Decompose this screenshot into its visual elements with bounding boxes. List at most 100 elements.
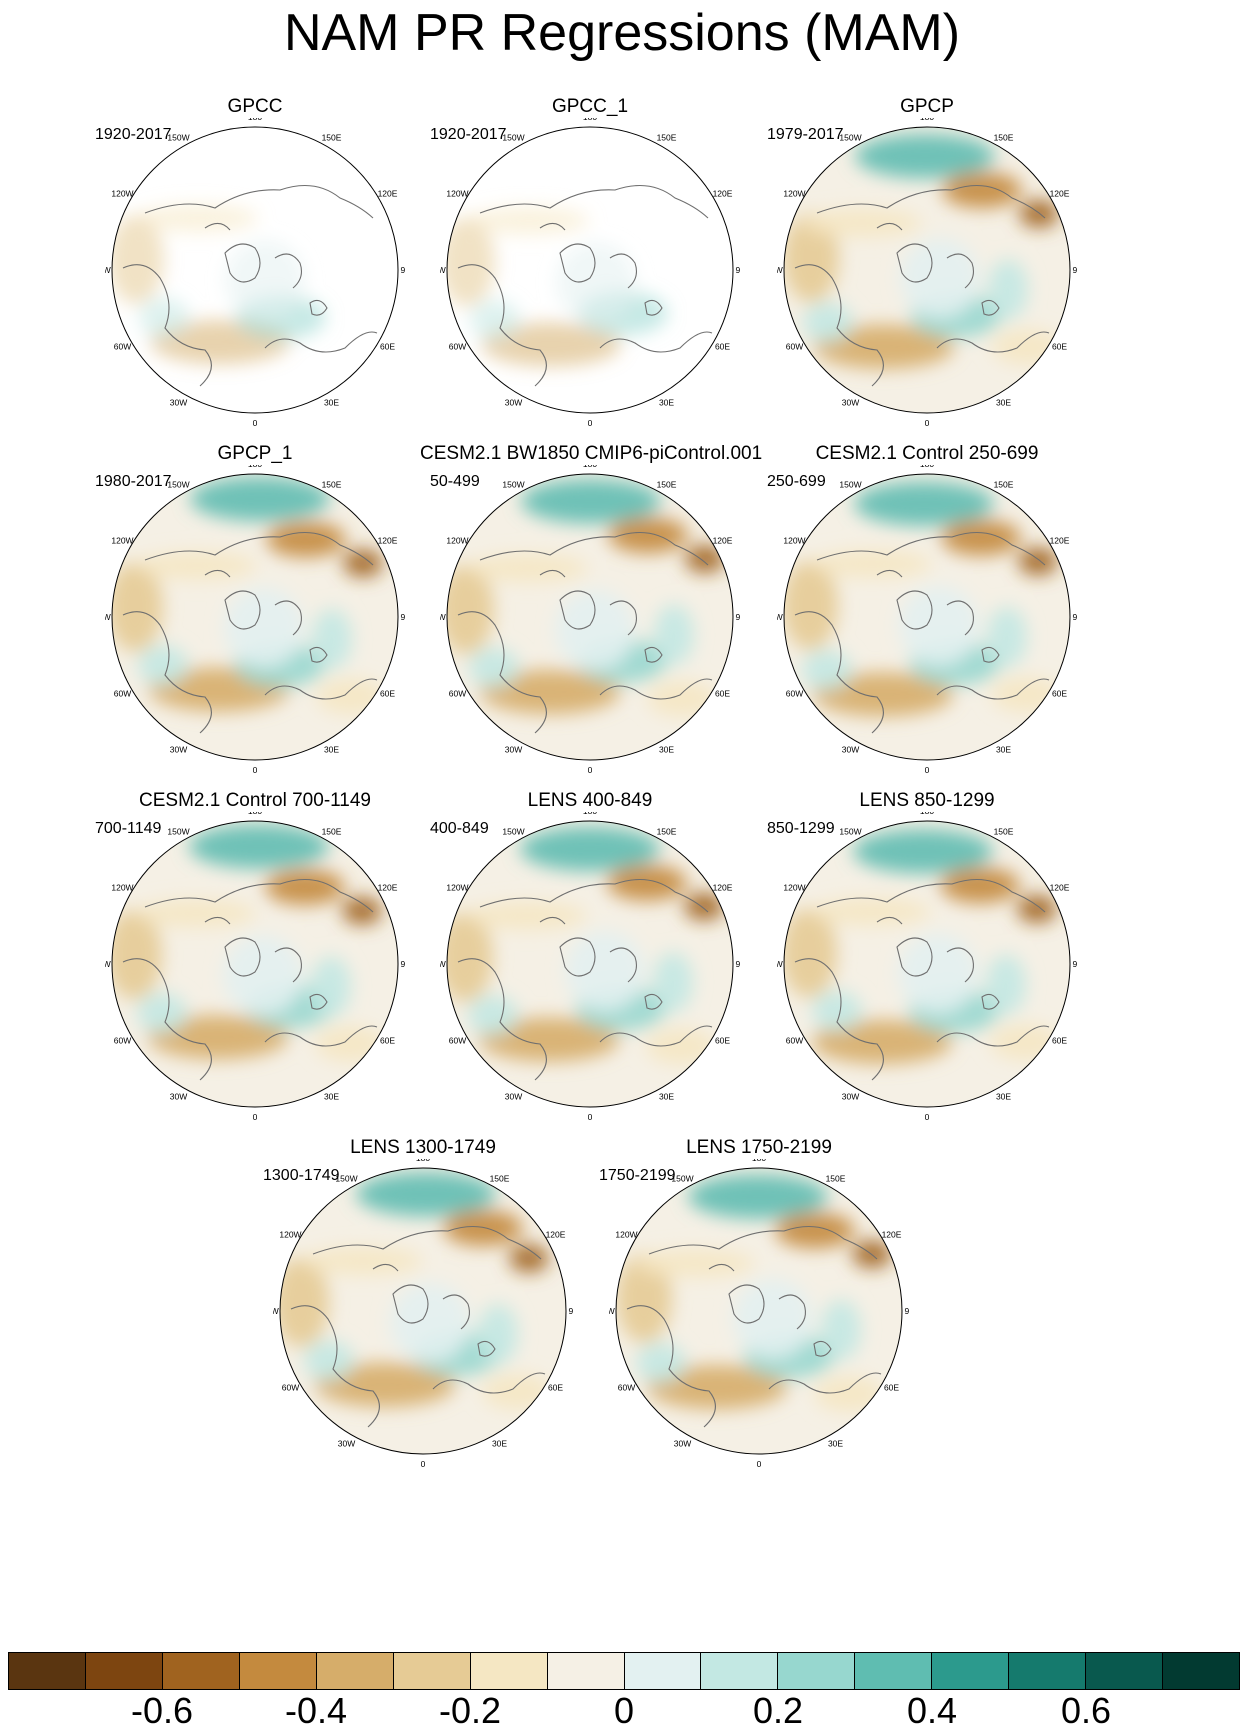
panel-period: 1300-1749 [263,1167,340,1184]
polar-map: 180 150E 120E 90E 60E 30E 0 30W 60W 90W 120W 150W [105,812,405,1122]
anomaly-region [821,1299,861,1360]
anomaly-region [225,240,305,320]
anomaly-region [480,670,620,714]
longitude-label: 150E [490,1173,510,1183]
longitude-label: 150W [502,132,524,142]
coastline [936,678,1050,700]
coastline [609,600,637,636]
longitude-label: 150W [671,1173,693,1183]
polar-map: 180 150E 120E 90E 60E 30E 0 30W 60W 90W 120W 150W [440,118,740,428]
map-panel: GPCC180150E120E90E60E30E030W60W90W120W15… [85,96,425,466]
anomaly-region [478,1304,518,1364]
coastline [599,331,713,353]
anomaly-region [942,172,1022,208]
longitude-label: 150W [839,132,861,142]
polar-map: 180 150E 120E 90E 60E 30E 0 30W 60W 90W 120W 150W [609,1159,909,1469]
longitude-label: 150E [657,826,677,836]
colorbar-box [316,1653,394,1689]
map-boundary [783,820,1071,1108]
anomaly-region [812,1020,952,1064]
longitude-label: 60E [715,342,730,352]
longitude-label: 30E [996,745,1011,755]
longitude-label: 30W [505,745,522,755]
coastline [477,1340,496,1357]
longitude-label: 60E [380,1036,395,1046]
longitude-label: 120E [713,536,733,546]
coastline [794,958,884,1081]
anomaly-region [813,672,953,717]
anomaly-region [469,206,589,235]
longitude-label: 0 [421,1459,426,1469]
coastline [728,1284,765,1324]
coastline [946,947,974,983]
anomaly-region [224,587,304,668]
anomaly-region [390,1282,470,1363]
anomaly-region [468,995,518,1036]
longitude-label: 120W [783,536,805,546]
colorbar-tick-label: -0.4 [284,1690,348,1731]
longitude-label: 60W [282,1383,299,1393]
longitude-label: 150E [322,826,342,836]
polar-map: 180 150E 120E 90E 60E 30E 0 30W 60W 90W 120W 150W [777,812,1077,1122]
colorbar-tick-label: -0.6 [130,1690,194,1731]
longitude-label: 180 [583,118,597,122]
coastline [644,993,663,1010]
coastline [778,1294,806,1330]
longitude-label: 30W [170,398,187,408]
longitude-label: 60E [380,689,395,699]
anomaly-region [635,1249,755,1278]
longitude-label: 150W [167,826,189,836]
coastline [274,947,302,983]
anomaly-region [447,216,495,307]
anomaly-region [189,824,329,869]
coastline [816,185,1046,219]
polar-map: 180 150E 120E 90E 60E 30E 0 30W 60W 90W 120W 150W [105,118,405,428]
coastline [224,243,261,283]
anomaly-region [991,676,1061,713]
coastline [876,569,903,578]
coastline [264,1025,378,1047]
longitude-label: 90W [105,265,111,275]
coastline [204,222,231,231]
map-panel: GPCP_1180150E120E90E60E30E030W60W90W120W… [85,443,425,813]
anomaly-region [468,554,588,583]
anomaly-region [565,931,645,1011]
panel-period: 1979-2017 [767,126,844,143]
anomaly-region [1018,547,1058,576]
anomaly-region [684,892,724,921]
longitude-label: 60E [715,689,730,699]
coastline [648,1226,878,1260]
panel-title: GPCC [227,96,283,117]
coastline [768,1372,882,1394]
coastline [981,299,1000,316]
anomaly-region [223,935,303,1016]
anomaly-region [685,545,725,573]
anomaly-region [1017,895,1057,923]
anomaly-region [521,479,661,524]
longitude-label: 60E [1052,689,1067,699]
coastline [936,331,1050,353]
map-boundary [446,473,734,761]
longitude-label: 120W [783,189,805,199]
coastline [442,1294,470,1330]
longitude-label: 120W [446,536,468,546]
map-panel: CESM2.1 Control 700-1149180 150E 120E 90E 60… [85,790,425,1160]
anomaly-region [556,242,636,323]
longitude-label: 150W [502,826,524,836]
coastline [816,879,1046,913]
anomaly-region [814,1376,884,1412]
polar-map: 180 150E 120E 90E 60E 30E 0 30W 60W 90W 120W 150W [440,465,740,775]
longitude-label: 30W [842,1092,859,1102]
colorbar [8,1652,1240,1690]
colorbar-box [1163,1653,1239,1689]
coastline [626,1305,716,1428]
anomaly-region [138,204,258,233]
coastline [946,253,974,289]
longitude-label: 180 [752,1159,766,1163]
panel-title: LENS 1300-1749 [350,1137,496,1158]
coastline [539,569,566,578]
coastline [479,532,709,566]
anomaly-region [148,1015,288,1060]
anomaly-region [190,477,330,521]
anomaly-region [775,1212,855,1249]
